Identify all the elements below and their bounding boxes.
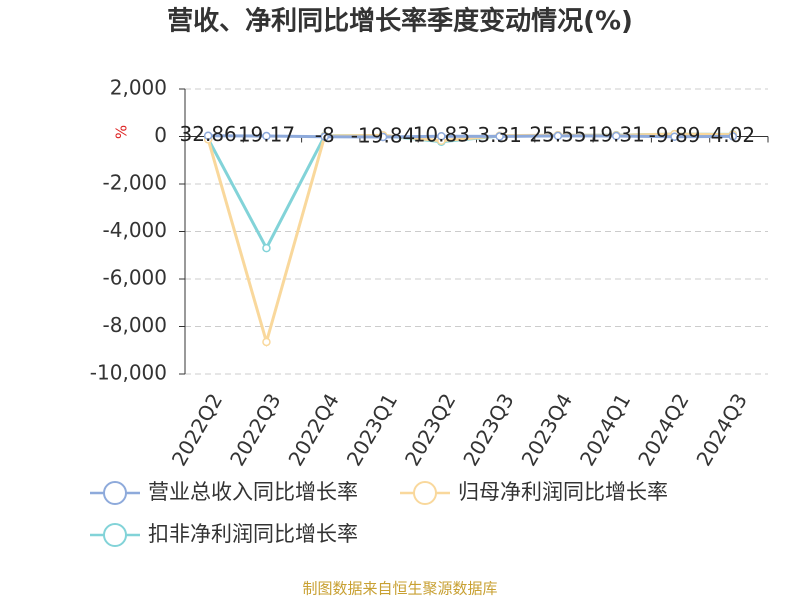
point xyxy=(262,243,271,253)
y-tick-label: 2,000 xyxy=(110,76,167,100)
point xyxy=(378,132,388,142)
x-tick-label: 2024Q2 xyxy=(633,389,693,470)
y-tick-label: -2,000 xyxy=(103,171,167,195)
data-label: 4.02 xyxy=(711,123,756,147)
legend-marker xyxy=(413,481,437,505)
point xyxy=(320,132,329,141)
data-label: 32.86 xyxy=(180,122,237,146)
x-tick-label: 2022Q3 xyxy=(225,389,285,470)
x-tick-label: 2022Q2 xyxy=(167,389,227,470)
legend-marker xyxy=(103,523,127,547)
y-tick-label: 0 xyxy=(154,123,167,147)
x-tick-label: 2023Q2 xyxy=(400,389,460,470)
data-label: 10.83 xyxy=(413,123,470,147)
x-tick-label: 2022Q4 xyxy=(283,389,343,470)
x-tick-label: 2024Q3 xyxy=(691,389,751,470)
series-line xyxy=(206,132,733,348)
point xyxy=(670,132,679,141)
legend-label: 归母净利润同比增长率 xyxy=(458,480,668,504)
point xyxy=(728,132,738,141)
y-tick-label: -10,000 xyxy=(90,361,167,385)
series-line xyxy=(208,134,733,139)
point xyxy=(495,132,504,141)
data-label: 25.55 xyxy=(529,122,586,146)
source: 制图数据来自恒生聚源数据库 xyxy=(302,580,497,598)
legend-marker xyxy=(103,481,127,505)
data-label: -19.84 xyxy=(351,123,415,147)
y-axis-label: % xyxy=(113,125,131,139)
x-tick-label: 2023Q3 xyxy=(458,389,518,470)
chart-title: 营收、净利同比增长率季度变动情况(%) xyxy=(167,6,633,37)
point xyxy=(612,131,621,141)
point xyxy=(437,131,446,141)
y-tick-label: -8,000 xyxy=(103,313,167,337)
data-label: 3.31 xyxy=(477,123,522,147)
x-tick-label: 2024Q1 xyxy=(575,389,635,470)
data-label: 19.17 xyxy=(238,123,295,147)
x-tick-label: 2023Q4 xyxy=(517,389,577,470)
y-tick-label: -6,000 xyxy=(103,266,167,290)
legend-label: 营业总收入同比增长率 xyxy=(148,480,358,504)
point xyxy=(553,131,563,141)
point xyxy=(203,131,213,140)
legend-label: 扣非净利润同比增长率 xyxy=(148,522,358,546)
data-label: -8 xyxy=(315,123,335,147)
data-label: -9.89 xyxy=(649,123,701,147)
y-tick-label: -4,000 xyxy=(103,218,167,242)
point xyxy=(262,131,271,141)
data-label: 19.31 xyxy=(588,123,645,147)
point xyxy=(262,337,271,347)
x-tick-label: 2023Q1 xyxy=(342,389,402,470)
